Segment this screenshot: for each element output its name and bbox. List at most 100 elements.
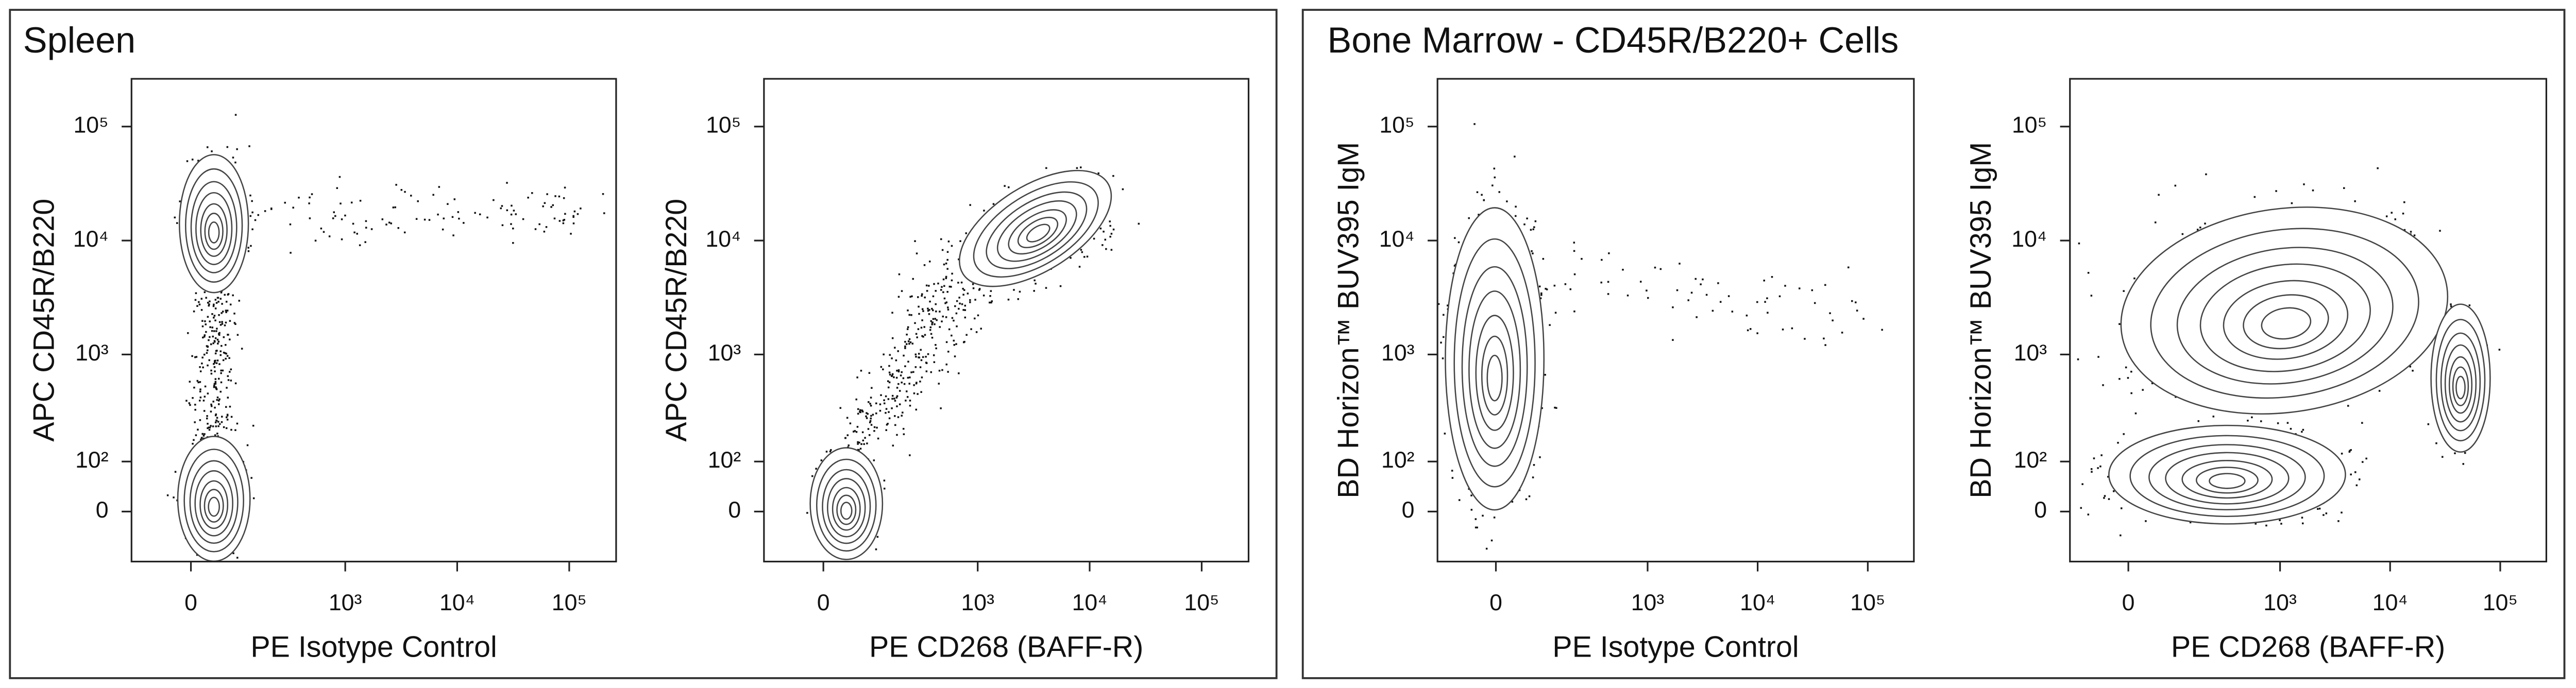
event-dot xyxy=(452,234,454,236)
event-dot xyxy=(203,410,206,412)
event-dot xyxy=(857,412,859,415)
event-dot xyxy=(356,233,358,235)
event-dot xyxy=(500,207,502,210)
event-dot xyxy=(602,193,604,195)
event-dot xyxy=(2090,295,2093,297)
event-dot xyxy=(1554,406,1556,409)
event-dot xyxy=(806,512,808,514)
event-dot xyxy=(883,479,886,481)
event-dot xyxy=(919,381,921,383)
event-dot xyxy=(220,372,222,374)
event-dot xyxy=(1711,309,1714,312)
y-tick-label: 0 xyxy=(728,497,741,523)
event-dot xyxy=(936,319,938,321)
event-dot xyxy=(1829,312,1831,314)
event-dot xyxy=(2197,420,2200,422)
event-dot xyxy=(2145,520,2147,522)
event-dot xyxy=(1881,329,1883,331)
event-dot xyxy=(829,450,832,453)
panel-title: Bone Marrow - CD45R/B220+ Cells xyxy=(1328,20,1899,60)
event-dot xyxy=(848,444,850,446)
y-tick-label: 0 xyxy=(2034,497,2047,523)
event-dot xyxy=(2361,422,2363,424)
event-dot xyxy=(1856,309,1858,312)
event-dot xyxy=(209,426,211,428)
event-dot xyxy=(901,290,903,292)
event-dot xyxy=(221,312,223,314)
event-dot xyxy=(223,351,225,354)
event-dot xyxy=(951,279,953,282)
event-dot xyxy=(195,292,197,295)
event-dot xyxy=(558,195,561,198)
event-dot xyxy=(2133,277,2136,280)
event-dot xyxy=(856,426,859,428)
event-dot xyxy=(572,215,574,217)
event-dot xyxy=(1824,344,1826,346)
event-dot xyxy=(199,370,202,372)
event-dot xyxy=(2104,495,2106,497)
event-dot xyxy=(937,282,939,285)
event-dot xyxy=(917,328,920,330)
event-dot xyxy=(945,277,947,280)
event-dot xyxy=(229,371,231,373)
event-dot xyxy=(506,209,509,212)
event-dot xyxy=(264,210,266,212)
event-dot xyxy=(921,376,923,379)
event-dot xyxy=(208,339,210,341)
event-dot xyxy=(1470,494,1472,496)
event-dot xyxy=(381,218,384,220)
event-dot xyxy=(1101,244,1104,246)
event-dot xyxy=(204,433,206,435)
event-dot xyxy=(365,220,367,222)
event-dot xyxy=(2154,221,2157,223)
event-dot xyxy=(872,414,874,416)
event-dot xyxy=(1731,311,1734,313)
event-dot xyxy=(1490,539,1493,542)
event-dot xyxy=(219,390,222,393)
event-dot xyxy=(187,332,189,334)
event-dot xyxy=(1070,257,1072,259)
event-dot xyxy=(216,399,218,401)
event-dot xyxy=(2385,215,2388,217)
event-dot xyxy=(933,361,936,363)
event-dot xyxy=(192,397,194,399)
event-dot xyxy=(899,403,901,405)
x-tick-label: 10³ xyxy=(2263,590,2297,615)
event-dot xyxy=(2441,456,2444,458)
event-dot xyxy=(225,344,227,346)
event-dot xyxy=(2255,523,2257,525)
event-dot xyxy=(201,433,204,435)
event-dot xyxy=(203,336,206,338)
event-dot xyxy=(428,219,431,221)
event-dot xyxy=(217,425,219,427)
event-dot xyxy=(217,403,220,405)
event-dot xyxy=(926,290,928,292)
event-dot xyxy=(916,336,918,338)
event-dot xyxy=(210,405,213,407)
contour xyxy=(204,489,224,523)
event-dot xyxy=(885,429,887,431)
event-dot xyxy=(955,343,957,345)
event-dot xyxy=(866,417,868,419)
event-dot xyxy=(891,375,893,377)
x-tick-label: 10⁵ xyxy=(1184,590,1219,615)
event-dot xyxy=(920,391,922,393)
event-dot xyxy=(867,428,870,430)
event-dot xyxy=(958,258,960,261)
event-dot xyxy=(227,379,230,381)
event-dot xyxy=(856,376,858,379)
event-dot xyxy=(956,300,958,302)
event-dot xyxy=(201,325,204,328)
event-dot xyxy=(853,431,855,433)
event-dot xyxy=(1564,283,1567,285)
event-dot xyxy=(2410,231,2412,233)
event-dot xyxy=(899,390,901,392)
event-dot xyxy=(350,201,353,204)
event-dot xyxy=(214,563,216,565)
event-dot xyxy=(2091,471,2093,473)
event-dot xyxy=(543,230,546,233)
event-dot xyxy=(1432,434,1434,436)
event-dot xyxy=(887,398,890,400)
event-dot xyxy=(863,443,865,445)
event-dot xyxy=(904,347,906,349)
